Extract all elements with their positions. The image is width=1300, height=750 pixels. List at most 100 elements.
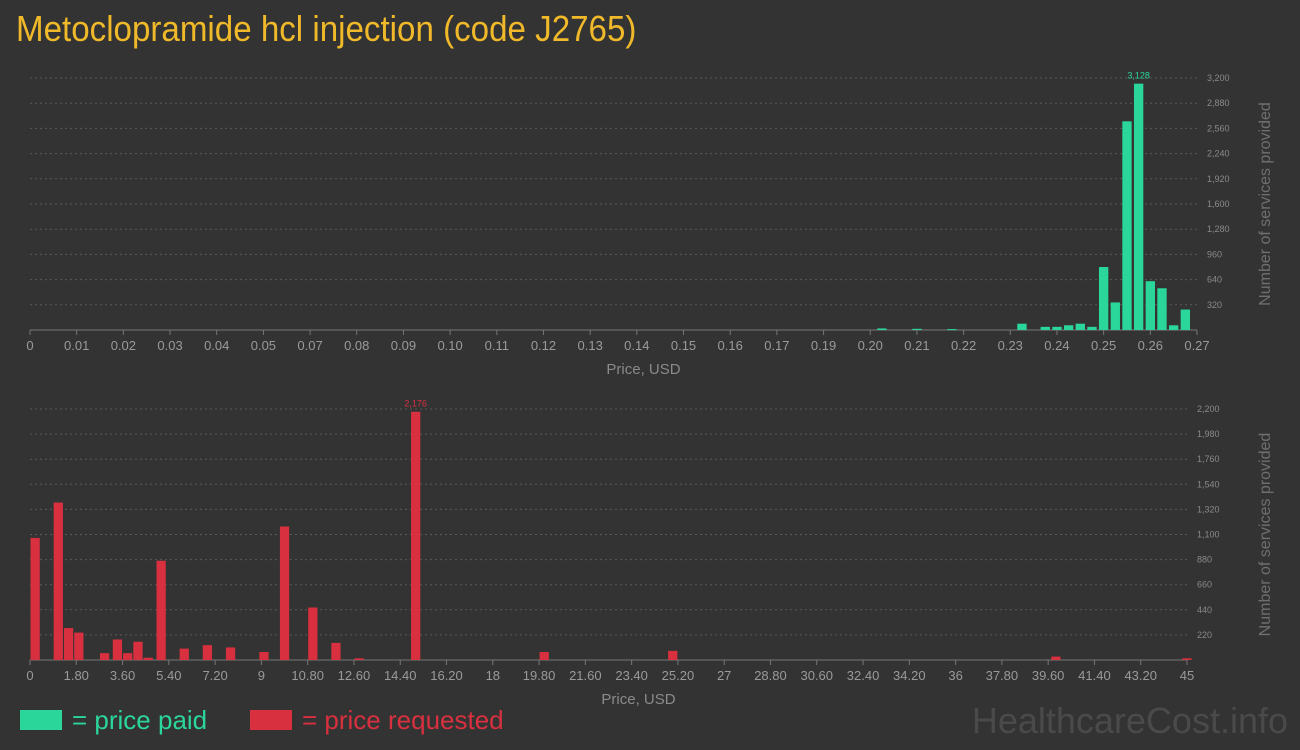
requested-chart-y-tick-label: 1,320 bbox=[1197, 504, 1220, 514]
paid-chart-y-tick-label: 2,560 bbox=[1207, 123, 1230, 133]
paid-chart-bar bbox=[1168, 325, 1179, 330]
requested-chart-x-tick-label: 5.40 bbox=[156, 668, 181, 683]
requested-chart-bar bbox=[63, 628, 74, 660]
paid-chart-y-tick-label: 3,200 bbox=[1207, 73, 1230, 83]
legend-price-paid: = price paid bbox=[20, 704, 207, 736]
requested-chart-x-tick-label: 9 bbox=[258, 668, 265, 683]
paid-chart-bar bbox=[1133, 83, 1144, 330]
requested-chart-bar bbox=[259, 652, 269, 660]
requested-chart-x-tick-label: 43.20 bbox=[1124, 668, 1157, 683]
requested-chart-x-tick-label: 18 bbox=[486, 668, 500, 683]
paid-chart-bar bbox=[877, 328, 887, 330]
paid-chart-y-tick-label: 1,280 bbox=[1207, 224, 1230, 234]
requested-chart-x-axis-title: Price, USD bbox=[601, 691, 675, 708]
paid-chart-y-tick-label: 640 bbox=[1207, 275, 1222, 285]
paid-chart-x-tick-label: 0.24 bbox=[1044, 338, 1069, 353]
paid-chart-x-tick-label: 0.03 bbox=[157, 338, 182, 353]
requested-chart-bar bbox=[279, 526, 290, 660]
legend-price-requested: = price requested bbox=[250, 704, 504, 736]
paid-chart-y-tick-label: 2,240 bbox=[1207, 149, 1230, 159]
paid-chart-x-tick-label: 0.17 bbox=[764, 338, 789, 353]
paid-chart-bar bbox=[1075, 323, 1085, 330]
paid-chart-y-tick-label: 320 bbox=[1207, 300, 1222, 310]
requested-chart-x-tick-label: 23.40 bbox=[615, 668, 648, 683]
paid-chart-y-tick-label: 960 bbox=[1207, 249, 1222, 259]
paid-chart-x-tick-label: 0.02 bbox=[111, 338, 136, 353]
requested-chart-x-tick-label: 7.20 bbox=[202, 668, 227, 683]
paid-chart-y-tick-label: 1,920 bbox=[1207, 174, 1230, 184]
paid-chart-x-tick-label: 0.12 bbox=[531, 338, 556, 353]
paid-chart-x-tick-label: 0.11 bbox=[485, 338, 509, 353]
legend-label-paid: = price paid bbox=[72, 704, 208, 735]
paid-chart-x-tick-label: 0.08 bbox=[344, 338, 369, 353]
paid-chart-x-tick-label: 0.20 bbox=[858, 338, 883, 353]
legend-swatch-requested bbox=[250, 710, 292, 730]
paid-chart-y-axis-title: Number of services provided bbox=[1257, 102, 1274, 306]
requested-chart-y-tick-label: 220 bbox=[1197, 630, 1212, 640]
requested-chart-bar bbox=[539, 652, 549, 660]
requested-chart-bar bbox=[354, 658, 364, 660]
paid-chart-x-tick-label: 0.13 bbox=[578, 338, 603, 353]
requested-chart-x-tick-label: 32.40 bbox=[847, 668, 880, 683]
requested-chart-bar bbox=[143, 657, 153, 660]
paid-chart-peak-label: 3,128 bbox=[1127, 71, 1150, 81]
requested-chart-x-tick-label: 34.20 bbox=[893, 668, 926, 683]
paid-chart-x-tick-label: 0.27 bbox=[1184, 338, 1209, 353]
paid-chart-x-tick-label: 0.07 bbox=[297, 338, 322, 353]
requested-chart-bar bbox=[202, 645, 213, 660]
watermark-logo: HealthcareCost.info bbox=[971, 700, 1288, 741]
price-paid-chart: 320 640 960 1,280 1,600 1,920 2,240 2,560 2,880 3… bbox=[26, 71, 1274, 378]
paid-chart-bar bbox=[1017, 323, 1027, 330]
paid-chart-x-tick-label: 0.19 bbox=[811, 338, 836, 353]
requested-chart-bar bbox=[99, 653, 110, 660]
requested-chart-x-tick-label: 30.60 bbox=[800, 668, 833, 683]
paid-chart-x-tick-label: 0.16 bbox=[718, 338, 743, 353]
paid-chart-x-tick-label: 0.23 bbox=[998, 338, 1023, 353]
requested-chart-x-tick-label: 27 bbox=[717, 668, 731, 683]
paid-chart-bar bbox=[912, 328, 922, 330]
requested-chart-y-tick-label: 2,200 bbox=[1197, 404, 1220, 414]
paid-chart-x-tick-label: 0 bbox=[26, 338, 33, 353]
paid-chart-x-tick-label: 0.26 bbox=[1138, 338, 1163, 353]
requested-chart-x-tick-label: 37.80 bbox=[986, 668, 1019, 683]
paid-chart-x-tick-label: 0.15 bbox=[671, 338, 696, 353]
paid-chart-x-tick-label: 0.09 bbox=[391, 338, 416, 353]
paid-chart-x-tick-label: 0.14 bbox=[624, 338, 649, 353]
requested-chart-bar bbox=[1051, 656, 1061, 660]
requested-chart-x-tick-label: 25.20 bbox=[662, 668, 695, 683]
paid-chart-bar bbox=[1145, 281, 1155, 330]
requested-chart-bar bbox=[123, 653, 133, 660]
requested-chart-bar bbox=[411, 411, 421, 660]
requested-chart-y-tick-label: 440 bbox=[1197, 605, 1212, 615]
paid-chart-x-tick-label: 0.04 bbox=[204, 338, 229, 353]
paid-chart-x-tick-label: 0.22 bbox=[951, 338, 976, 353]
paid-chart-bar bbox=[1122, 121, 1132, 330]
requested-chart-y-tick-label: 660 bbox=[1197, 580, 1212, 590]
legend-label-requested: = price requested bbox=[302, 704, 504, 735]
paid-chart-y-tick-label: 2,880 bbox=[1207, 98, 1230, 108]
paid-chart-x-tick-label: 0.21 bbox=[904, 338, 929, 353]
paid-chart-bar bbox=[1180, 309, 1190, 330]
paid-chart-x-tick-label: 0.05 bbox=[251, 338, 276, 353]
requested-chart-y-axis-title: Number of services provided bbox=[1257, 433, 1274, 637]
paid-chart-x-axis-title: Price, USD bbox=[606, 361, 680, 378]
paid-chart-bar bbox=[1063, 325, 1074, 330]
requested-chart-x-tick-label: 10.80 bbox=[291, 668, 324, 683]
page-title: Metoclopramide hcl injection (code J2765… bbox=[16, 8, 637, 49]
requested-chart-x-tick-label: 16.20 bbox=[430, 668, 463, 683]
requested-chart-x-tick-label: 28.80 bbox=[754, 668, 787, 683]
requested-chart-y-tick-label: 1,980 bbox=[1197, 429, 1220, 439]
requested-chart-x-tick-label: 19.80 bbox=[523, 668, 556, 683]
requested-chart-peak-label: 2,176 bbox=[404, 399, 427, 409]
requested-chart-bar bbox=[331, 642, 341, 660]
requested-chart-bar bbox=[308, 607, 318, 660]
requested-chart-x-tick-label: 3.60 bbox=[110, 668, 135, 683]
requested-chart-x-tick-label: 36 bbox=[948, 668, 962, 683]
requested-chart-y-tick-label: 1,540 bbox=[1197, 479, 1220, 489]
requested-chart-bar bbox=[668, 650, 678, 660]
requested-chart-x-tick-label: 0 bbox=[26, 668, 33, 683]
requested-chart-bar bbox=[74, 632, 84, 660]
requested-chart-y-tick-label: 880 bbox=[1197, 555, 1212, 565]
legend-swatch-paid bbox=[20, 710, 62, 730]
paid-chart-x-tick-label: 0.25 bbox=[1091, 338, 1116, 353]
